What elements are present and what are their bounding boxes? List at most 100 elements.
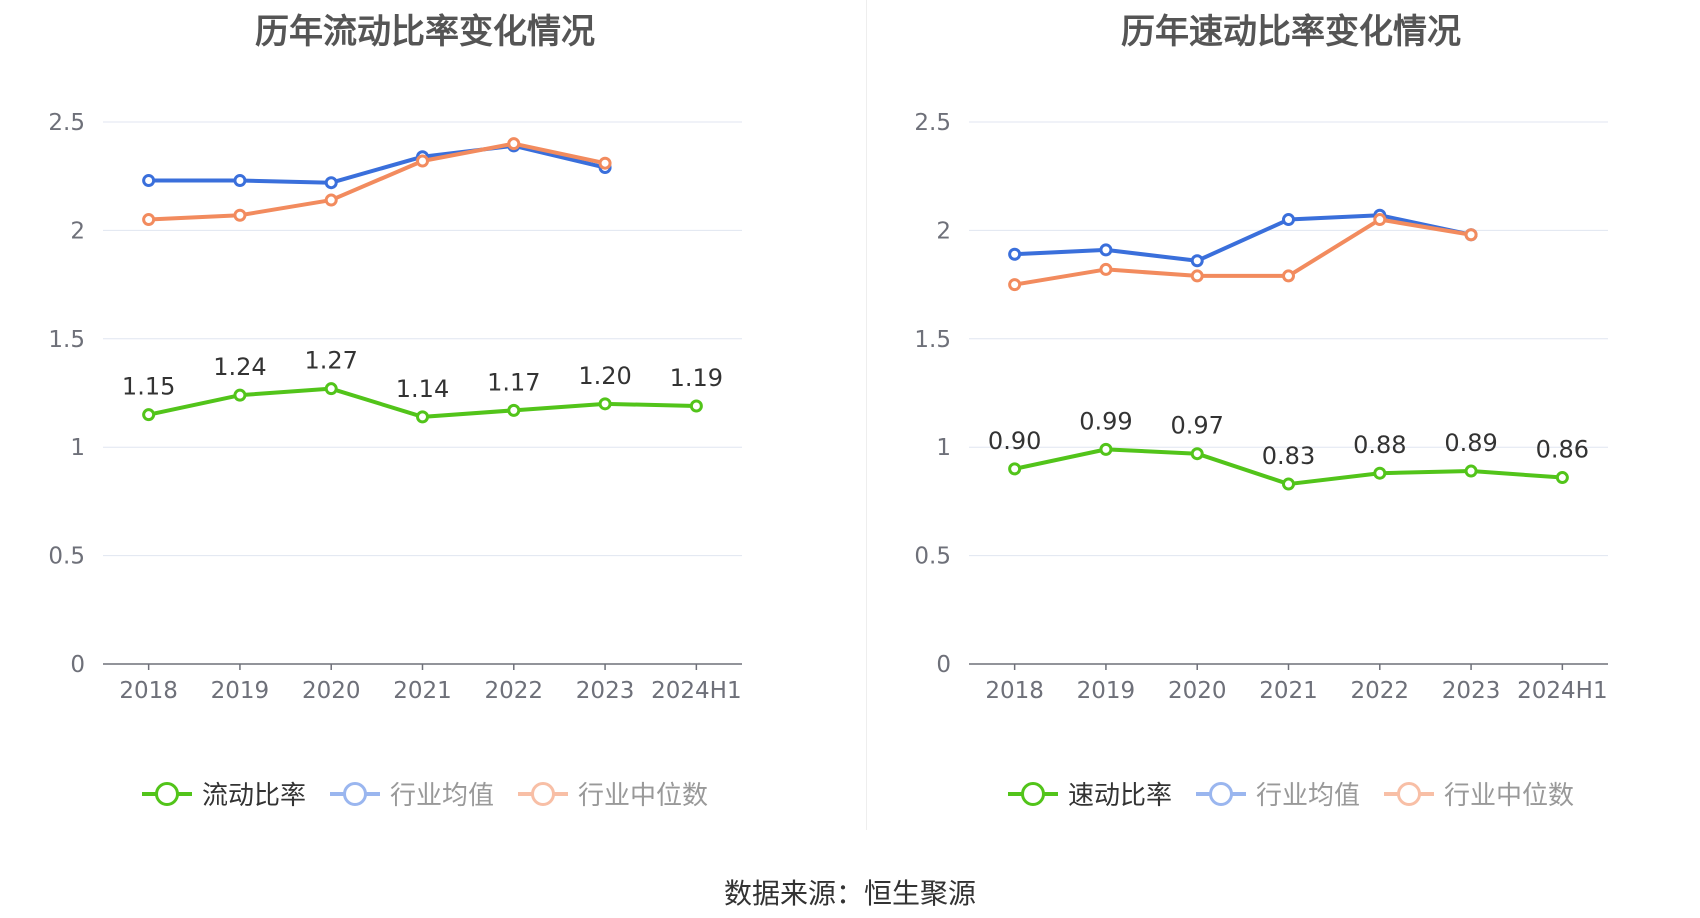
y-tick-label: 1.5	[48, 327, 85, 353]
legend-item[interactable]: 行业均值	[329, 775, 494, 812]
data-point[interactable]	[1099, 243, 1113, 257]
series-line	[1014, 217, 1472, 287]
data-point[interactable]	[1282, 213, 1295, 227]
legend-item[interactable]: 速动比率	[1007, 775, 1172, 812]
data-label: 0.90	[988, 427, 1041, 455]
data-point[interactable]	[1555, 471, 1569, 485]
data-label: 0.97	[1170, 412, 1223, 440]
y-tick-label: 2	[936, 218, 951, 244]
current-ratio-chart: 0 0.5 1 1.5 2 2.5 2018 2019 2020 2021 2022 2023 2024…	[48, 110, 742, 704]
x-tick-label: 2024H1	[1517, 678, 1607, 704]
legend-swatch-icon	[1007, 781, 1058, 806]
data-label: 0.86	[1536, 436, 1589, 464]
data-point[interactable]	[1190, 447, 1204, 461]
data-point[interactable]	[1008, 462, 1022, 476]
data-source-note: 数据来源：恒生聚源	[723, 877, 976, 910]
legend-label: 速动比率	[1067, 781, 1172, 811]
current-ratio-panel: 历年流动比率变化情况 0 0.5 1 1.5 2 2.5 2018 2019 2020 2021 2…	[0, 0, 850, 830]
data-label: 0.88	[1353, 431, 1406, 459]
x-tick-label: 2020	[302, 678, 361, 704]
data-point[interactable]	[1008, 247, 1022, 261]
data-point[interactable]	[1282, 269, 1295, 283]
legend-item[interactable]: 行业中位数	[1384, 775, 1574, 812]
legend-item[interactable]: 行业中位数	[518, 775, 708, 812]
data-label: 1.19	[670, 364, 723, 392]
data-point[interactable]	[1190, 254, 1204, 268]
data-point[interactable]	[233, 174, 247, 188]
data-point[interactable]	[1464, 228, 1478, 242]
x-tick-label: 2018	[119, 678, 178, 704]
data-point[interactable]	[1373, 466, 1387, 480]
quick-ratio-panel: 历年速动比率变化情况 0 0.5 1 1.5 2 2.5 2018 2019 2020 2021 2…	[866, 0, 1700, 830]
x-tick-label: 2021	[393, 678, 452, 704]
y-tick-label: 0.5	[914, 544, 951, 570]
panel-divider	[866, 0, 867, 830]
legend-swatch-icon	[518, 781, 568, 806]
legend-swatch-icon	[329, 781, 380, 806]
legend-item[interactable]: 行业均值	[1195, 775, 1360, 812]
data-point[interactable]	[324, 382, 338, 396]
data-point[interactable]	[416, 410, 429, 424]
x-tick-label: 2019	[211, 678, 270, 704]
data-point[interactable]	[1464, 464, 1478, 478]
data-point[interactable]	[142, 408, 156, 422]
y-tick-label: 2.5	[914, 110, 951, 136]
data-point[interactable]	[598, 397, 612, 411]
data-point[interactable]	[1099, 262, 1113, 276]
series-line	[1014, 213, 1472, 263]
y-tick-label: 0.5	[48, 544, 85, 570]
data-label: 0.99	[1079, 407, 1132, 435]
chart-title: 历年速动比率变化情况	[1121, 12, 1461, 52]
data-point[interactable]	[142, 174, 156, 188]
data-point[interactable]	[142, 213, 156, 227]
data-point[interactable]	[689, 399, 703, 413]
x-tick-label: 2024H1	[651, 678, 741, 704]
legend-swatch-icon	[141, 781, 192, 806]
legend-swatch-icon	[1195, 781, 1246, 806]
x-tick-label: 2020	[1168, 678, 1227, 704]
data-point[interactable]	[233, 388, 247, 402]
quick-ratio-chart: 0 0.5 1 1.5 2 2.5 2018 2019 2020 2021 2022 2023 2024…	[914, 110, 1608, 704]
data-point[interactable]	[507, 403, 521, 417]
y-tick-label: 0	[70, 652, 85, 678]
legend-item[interactable]: 流动比率	[141, 775, 306, 812]
chart-legend: 速动比率 行业均值 行业中位数	[866, 775, 1700, 812]
data-point[interactable]	[1099, 442, 1113, 456]
x-tick-label: 2023	[1442, 678, 1501, 704]
data-point[interactable]	[1373, 213, 1387, 227]
data-point[interactable]	[1008, 278, 1022, 292]
series-line	[148, 141, 606, 222]
y-tick-label: 1	[70, 435, 85, 461]
x-tick-label: 2022	[485, 678, 544, 704]
data-label: 1.14	[396, 375, 449, 403]
data-point[interactable]	[598, 156, 612, 170]
x-tick-label: 2022	[1351, 678, 1410, 704]
data-label: 0.89	[1444, 429, 1497, 457]
legend-label: 行业均值	[389, 781, 494, 811]
x-tick-label: 2018	[985, 678, 1044, 704]
data-label: 1.20	[578, 362, 631, 390]
data-point[interactable]	[1282, 477, 1295, 491]
data-label: 1.24	[213, 353, 266, 381]
legend-swatch-icon	[1384, 781, 1434, 806]
chart-legend: 流动比率 行业均值 行业中位数	[0, 775, 850, 812]
y-tick-label: 2.5	[48, 110, 85, 136]
y-tick-label: 2	[70, 218, 85, 244]
x-tick-label: 2019	[1077, 678, 1136, 704]
data-point[interactable]	[233, 208, 247, 222]
data-point[interactable]	[324, 193, 338, 207]
y-tick-label: 1	[936, 435, 951, 461]
series-line	[148, 143, 606, 185]
data-label: 1.27	[304, 347, 357, 375]
data-label: 1.15	[122, 373, 175, 401]
data-point[interactable]	[324, 176, 338, 190]
data-point[interactable]	[507, 137, 521, 151]
data-label: 1.17	[487, 368, 540, 396]
legend-label: 行业中位数	[578, 781, 709, 811]
x-tick-label: 2023	[576, 678, 635, 704]
y-tick-label: 0	[936, 652, 951, 678]
data-point[interactable]	[1190, 269, 1204, 283]
data-point[interactable]	[416, 154, 429, 168]
chart-title: 历年流动比率变化情况	[255, 12, 595, 52]
data-label: 0.83	[1262, 442, 1315, 470]
